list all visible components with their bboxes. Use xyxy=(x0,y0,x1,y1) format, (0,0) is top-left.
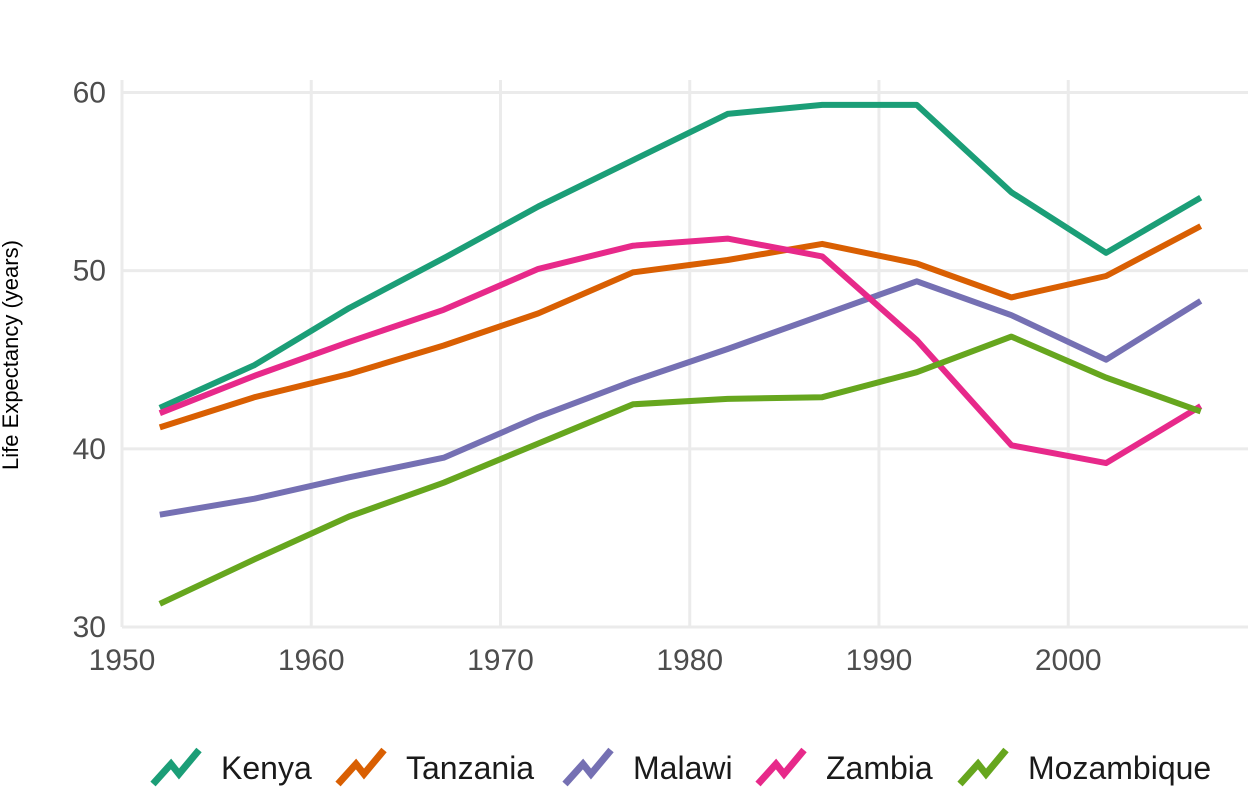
legend-label: Kenya xyxy=(221,750,312,786)
y-tick-label: 40 xyxy=(73,433,106,466)
legend-key-tanzania xyxy=(335,747,387,787)
x-tick-label: 1960 xyxy=(278,644,345,677)
y-axis-title: Life Expectancy (years) xyxy=(0,240,23,470)
legend-label: Tanzania xyxy=(406,750,534,786)
x-tick-label: 1970 xyxy=(467,644,534,677)
legend-key-zambia xyxy=(755,747,807,787)
y-axis-tick-labels: 30 40 50 60 xyxy=(73,76,106,644)
x-tick-label: 1990 xyxy=(846,644,913,677)
legend-item-zambia: Zambia xyxy=(755,747,933,787)
legend: Kenya Tanzania Malawi Zambia Mozambique xyxy=(150,747,1211,787)
y-tick-label: 30 xyxy=(73,611,106,644)
legend-key-mozambique xyxy=(957,747,1009,787)
x-tick-label: 1980 xyxy=(656,644,723,677)
legend-key-kenya xyxy=(150,747,202,787)
series-line-mozambique xyxy=(158,333,1202,607)
x-tick-label: 1950 xyxy=(89,644,156,677)
series-line-tanzania xyxy=(158,223,1203,431)
legend-key-malawi xyxy=(562,747,614,787)
legend-item-kenya: Kenya xyxy=(150,747,312,787)
series-line-malawi xyxy=(159,278,1203,518)
legend-item-malawi: Malawi xyxy=(562,747,733,787)
y-tick-label: 60 xyxy=(73,76,106,109)
legend-label: Zambia xyxy=(826,750,933,786)
legend-item-mozambique: Mozambique xyxy=(957,747,1211,787)
series-lines xyxy=(158,101,1203,607)
x-axis-tick-labels: 1950 1960 1970 1980 1990 2000 xyxy=(89,644,1102,677)
y-tick-label: 50 xyxy=(73,255,106,288)
legend-label: Mozambique xyxy=(1028,750,1211,786)
series-line-kenya xyxy=(158,101,1203,411)
series-line-zambia xyxy=(158,235,1203,467)
x-tick-label: 2000 xyxy=(1035,644,1102,677)
legend-label: Malawi xyxy=(633,750,733,786)
legend-item-tanzania: Tanzania xyxy=(335,747,534,787)
